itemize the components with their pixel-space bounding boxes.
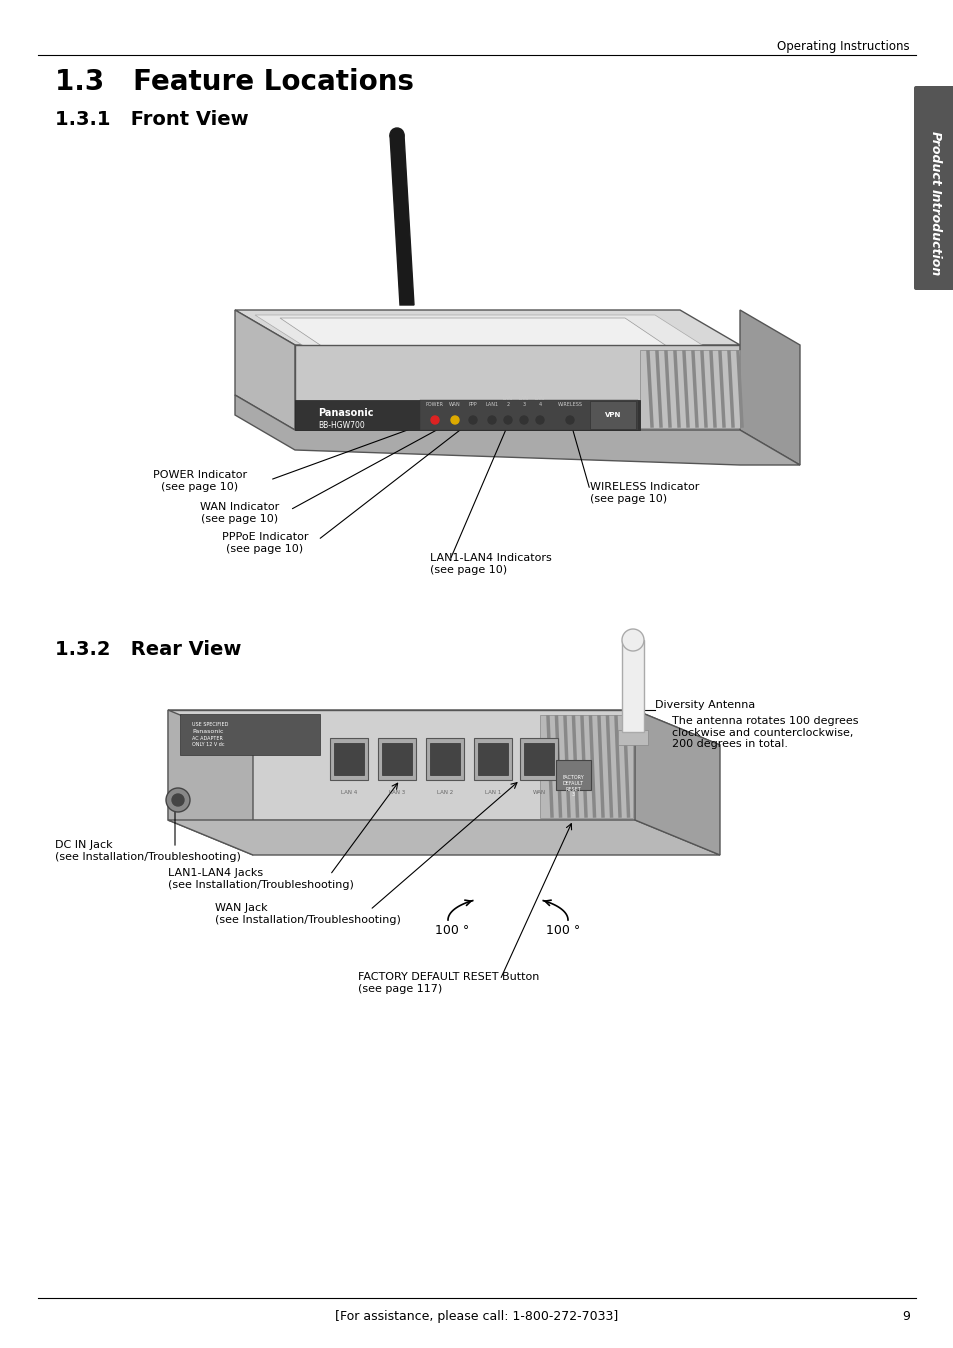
- Text: WAN: WAN: [449, 402, 460, 407]
- Circle shape: [519, 417, 527, 425]
- Polygon shape: [390, 135, 414, 305]
- FancyBboxPatch shape: [474, 737, 512, 780]
- Text: BB-HGW700: BB-HGW700: [317, 422, 364, 430]
- Circle shape: [431, 417, 438, 425]
- Circle shape: [503, 417, 512, 425]
- Circle shape: [469, 417, 476, 425]
- Text: The antenna rotates 100 degrees
clockwise and counterclockwise,
200 degrees in t: The antenna rotates 100 degrees clockwis…: [671, 716, 858, 749]
- Text: FACTORY DEFAULT RESET Button
(see page 117): FACTORY DEFAULT RESET Button (see page 1…: [357, 972, 538, 993]
- FancyBboxPatch shape: [377, 737, 416, 780]
- Polygon shape: [168, 820, 720, 855]
- Polygon shape: [168, 710, 635, 820]
- Circle shape: [172, 794, 184, 806]
- Text: USE SPECIFIED: USE SPECIFIED: [192, 723, 228, 727]
- Text: POWER Indicator
(see page 10): POWER Indicator (see page 10): [152, 470, 247, 492]
- Text: ONLY 12 V dc: ONLY 12 V dc: [192, 741, 224, 747]
- FancyBboxPatch shape: [523, 743, 554, 775]
- Polygon shape: [234, 310, 740, 345]
- Polygon shape: [419, 400, 638, 430]
- Text: WIRELESS Indicator
(see page 10): WIRELESS Indicator (see page 10): [589, 483, 699, 504]
- Text: Introduction: Introduction: [927, 189, 941, 276]
- Text: [For assistance, please call: 1-800-272-7033]: [For assistance, please call: 1-800-272-…: [335, 1310, 618, 1322]
- FancyBboxPatch shape: [330, 737, 368, 780]
- Polygon shape: [635, 710, 720, 855]
- Polygon shape: [190, 714, 695, 749]
- Text: Product: Product: [927, 131, 941, 186]
- Text: Panasonic: Panasonic: [192, 729, 223, 735]
- Text: DC IN Jack
(see Installation/Troubleshooting): DC IN Jack (see Installation/Troubleshoo…: [55, 840, 240, 861]
- Polygon shape: [589, 400, 636, 429]
- FancyBboxPatch shape: [334, 743, 364, 775]
- Text: 1.3   Feature Locations: 1.3 Feature Locations: [55, 67, 414, 96]
- Circle shape: [488, 417, 496, 425]
- Polygon shape: [621, 640, 643, 732]
- Polygon shape: [280, 318, 679, 355]
- Polygon shape: [740, 310, 800, 465]
- Polygon shape: [539, 714, 633, 818]
- Polygon shape: [294, 400, 639, 430]
- Text: AC ADAPTER: AC ADAPTER: [192, 736, 223, 741]
- Text: WIRELESS: WIRELESS: [557, 402, 582, 407]
- Polygon shape: [234, 395, 800, 465]
- Polygon shape: [180, 714, 319, 755]
- Text: LAN 2: LAN 2: [436, 790, 453, 795]
- Text: FACTORY
DEFAULT
RESET
3: FACTORY DEFAULT RESET 3: [561, 775, 583, 798]
- Text: WAN Jack
(see Installation/Troubleshooting): WAN Jack (see Installation/Troubleshooti…: [214, 903, 400, 925]
- Circle shape: [166, 789, 190, 811]
- Text: Operating Instructions: Operating Instructions: [777, 40, 909, 53]
- Text: PPPoE Indicator
(see page 10): PPPoE Indicator (see page 10): [221, 532, 308, 554]
- Text: 100 °: 100 °: [545, 923, 579, 937]
- Text: LAN 4: LAN 4: [340, 790, 356, 795]
- FancyBboxPatch shape: [519, 737, 558, 780]
- Polygon shape: [168, 710, 253, 855]
- Circle shape: [621, 630, 643, 651]
- Text: Diversity Antenna: Diversity Antenna: [655, 700, 755, 710]
- Polygon shape: [168, 710, 720, 745]
- Text: 100 °: 100 °: [435, 923, 469, 937]
- FancyBboxPatch shape: [913, 86, 953, 290]
- Circle shape: [565, 417, 574, 425]
- Text: Panasonic: Panasonic: [317, 408, 374, 418]
- Text: LAN1-LAN4 Jacks
(see Installation/Troubleshooting): LAN1-LAN4 Jacks (see Installation/Troubl…: [168, 868, 354, 890]
- Text: POWER: POWER: [426, 402, 443, 407]
- Text: WAN: WAN: [532, 790, 545, 795]
- FancyBboxPatch shape: [426, 737, 463, 780]
- FancyBboxPatch shape: [556, 760, 590, 790]
- Text: LAN1: LAN1: [485, 402, 498, 407]
- Circle shape: [390, 128, 403, 142]
- Text: LAN
2: LAN 2: [502, 396, 513, 407]
- Text: 1.3.1   Front View: 1.3.1 Front View: [55, 111, 249, 129]
- FancyBboxPatch shape: [477, 743, 507, 775]
- Text: LAN 3: LAN 3: [389, 790, 405, 795]
- Circle shape: [451, 417, 458, 425]
- Text: LAN
4: LAN 4: [535, 396, 544, 407]
- Polygon shape: [254, 315, 709, 350]
- Polygon shape: [294, 345, 740, 430]
- Polygon shape: [214, 718, 664, 754]
- Text: PPP: PPP: [468, 402, 476, 407]
- Text: LAN 1: LAN 1: [484, 790, 500, 795]
- FancyBboxPatch shape: [381, 743, 412, 775]
- Text: WAN Indicator
(see page 10): WAN Indicator (see page 10): [200, 501, 279, 523]
- Text: LAN1-LAN4 Indicators
(see page 10): LAN1-LAN4 Indicators (see page 10): [430, 553, 551, 574]
- FancyBboxPatch shape: [430, 743, 459, 775]
- Text: VPN: VPN: [604, 412, 620, 418]
- Text: 1.3.2   Rear View: 1.3.2 Rear View: [55, 640, 241, 659]
- Polygon shape: [618, 731, 647, 745]
- Polygon shape: [234, 310, 294, 430]
- Text: 9: 9: [902, 1310, 909, 1322]
- Polygon shape: [639, 350, 740, 429]
- Circle shape: [536, 417, 543, 425]
- Text: LAN
3: LAN 3: [518, 396, 529, 407]
